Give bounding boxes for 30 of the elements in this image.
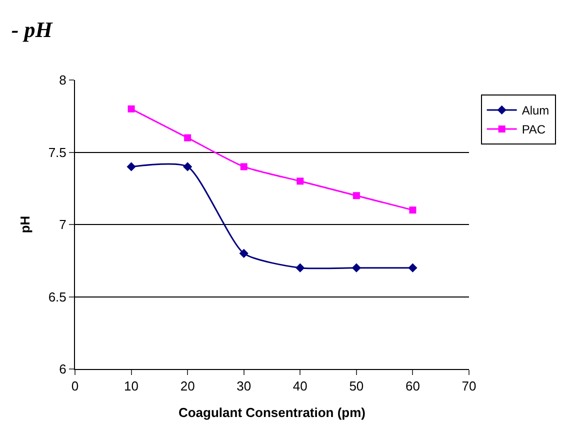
legend-label: Alum [522,104,550,118]
chart-title: - pH [11,17,54,42]
point [184,134,192,142]
x-tick-label: 40 [292,378,308,394]
legend-label: PAC [522,122,546,137]
point [239,248,248,258]
point [409,206,416,214]
point [126,162,136,172]
x-tick-label: 60 [405,378,420,394]
x-tick-label: 20 [180,378,195,394]
point [352,192,360,200]
y-tick-label: 6 [59,362,66,377]
x-tick-label: 0 [71,378,79,394]
point [352,263,361,272]
point [240,163,248,170]
point [296,178,304,185]
point [408,263,418,272]
y-tick-label: 7.5 [48,144,66,160]
y-tick-label: 7 [59,217,66,232]
y-tick-label: 6.5 [48,289,66,304]
y-axis-title: pH [17,216,32,234]
point [128,105,135,112]
point [296,263,305,272]
x-tick-label: 70 [462,378,476,394]
y-tick-label: 8 [59,72,66,88]
point [183,162,192,172]
x-tick-label: 30 [236,378,252,394]
x-tick-label: 50 [349,378,364,394]
x-tick-label: 10 [124,378,139,394]
x-axis-title: Coagulant Consentration (pm) [178,405,366,420]
